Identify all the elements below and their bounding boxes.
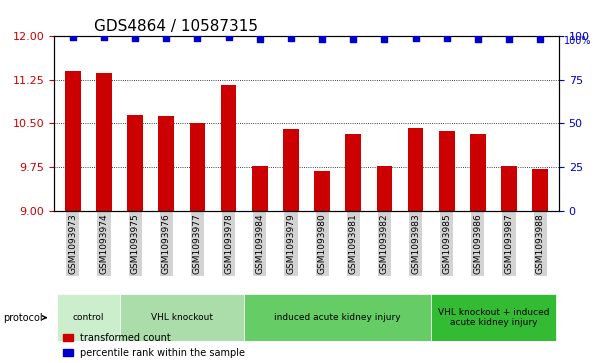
Bar (159, 117, 174, 211)
Bar (314, 171, 330, 211)
Point (286, 36, 296, 41)
Legend: transformed count, percentile rank within the sample: transformed count, percentile rank withi… (59, 329, 249, 362)
Point (410, 35, 420, 41)
Point (68, 34, 78, 40)
Point (130, 34, 140, 40)
FancyBboxPatch shape (431, 294, 556, 341)
Bar (439, 131, 454, 211)
Bar (221, 85, 236, 211)
Point (504, 36, 514, 41)
Point (535, 36, 545, 41)
Bar (283, 129, 299, 211)
Point (442, 36, 451, 41)
Text: VHL knockout: VHL knockout (151, 313, 213, 322)
FancyBboxPatch shape (120, 294, 244, 341)
Point (473, 36, 483, 41)
Bar (346, 134, 361, 211)
Text: VHL knockout + induced
acute kidney injury: VHL knockout + induced acute kidney inju… (438, 308, 549, 327)
Bar (501, 166, 517, 211)
Point (162, 34, 171, 40)
Text: GDS4864 / 10587315: GDS4864 / 10587315 (94, 19, 258, 34)
Point (255, 36, 264, 42)
Bar (65, 71, 81, 211)
Bar (532, 169, 548, 211)
Bar (252, 166, 267, 211)
Text: protocol: protocol (2, 313, 46, 323)
Point (317, 36, 327, 42)
Text: control: control (73, 313, 104, 322)
Bar (470, 134, 486, 211)
Bar (377, 166, 392, 211)
Point (99, 34, 109, 40)
Point (224, 34, 233, 40)
Bar (127, 115, 143, 211)
Bar (408, 128, 423, 211)
Point (349, 36, 358, 42)
Text: 100%: 100% (564, 36, 591, 46)
FancyBboxPatch shape (244, 294, 431, 341)
Text: induced acute kidney injury: induced acute kidney injury (275, 313, 401, 322)
Point (193, 35, 203, 41)
Bar (96, 73, 112, 211)
Point (380, 36, 389, 42)
Bar (190, 123, 205, 211)
FancyBboxPatch shape (57, 294, 120, 341)
